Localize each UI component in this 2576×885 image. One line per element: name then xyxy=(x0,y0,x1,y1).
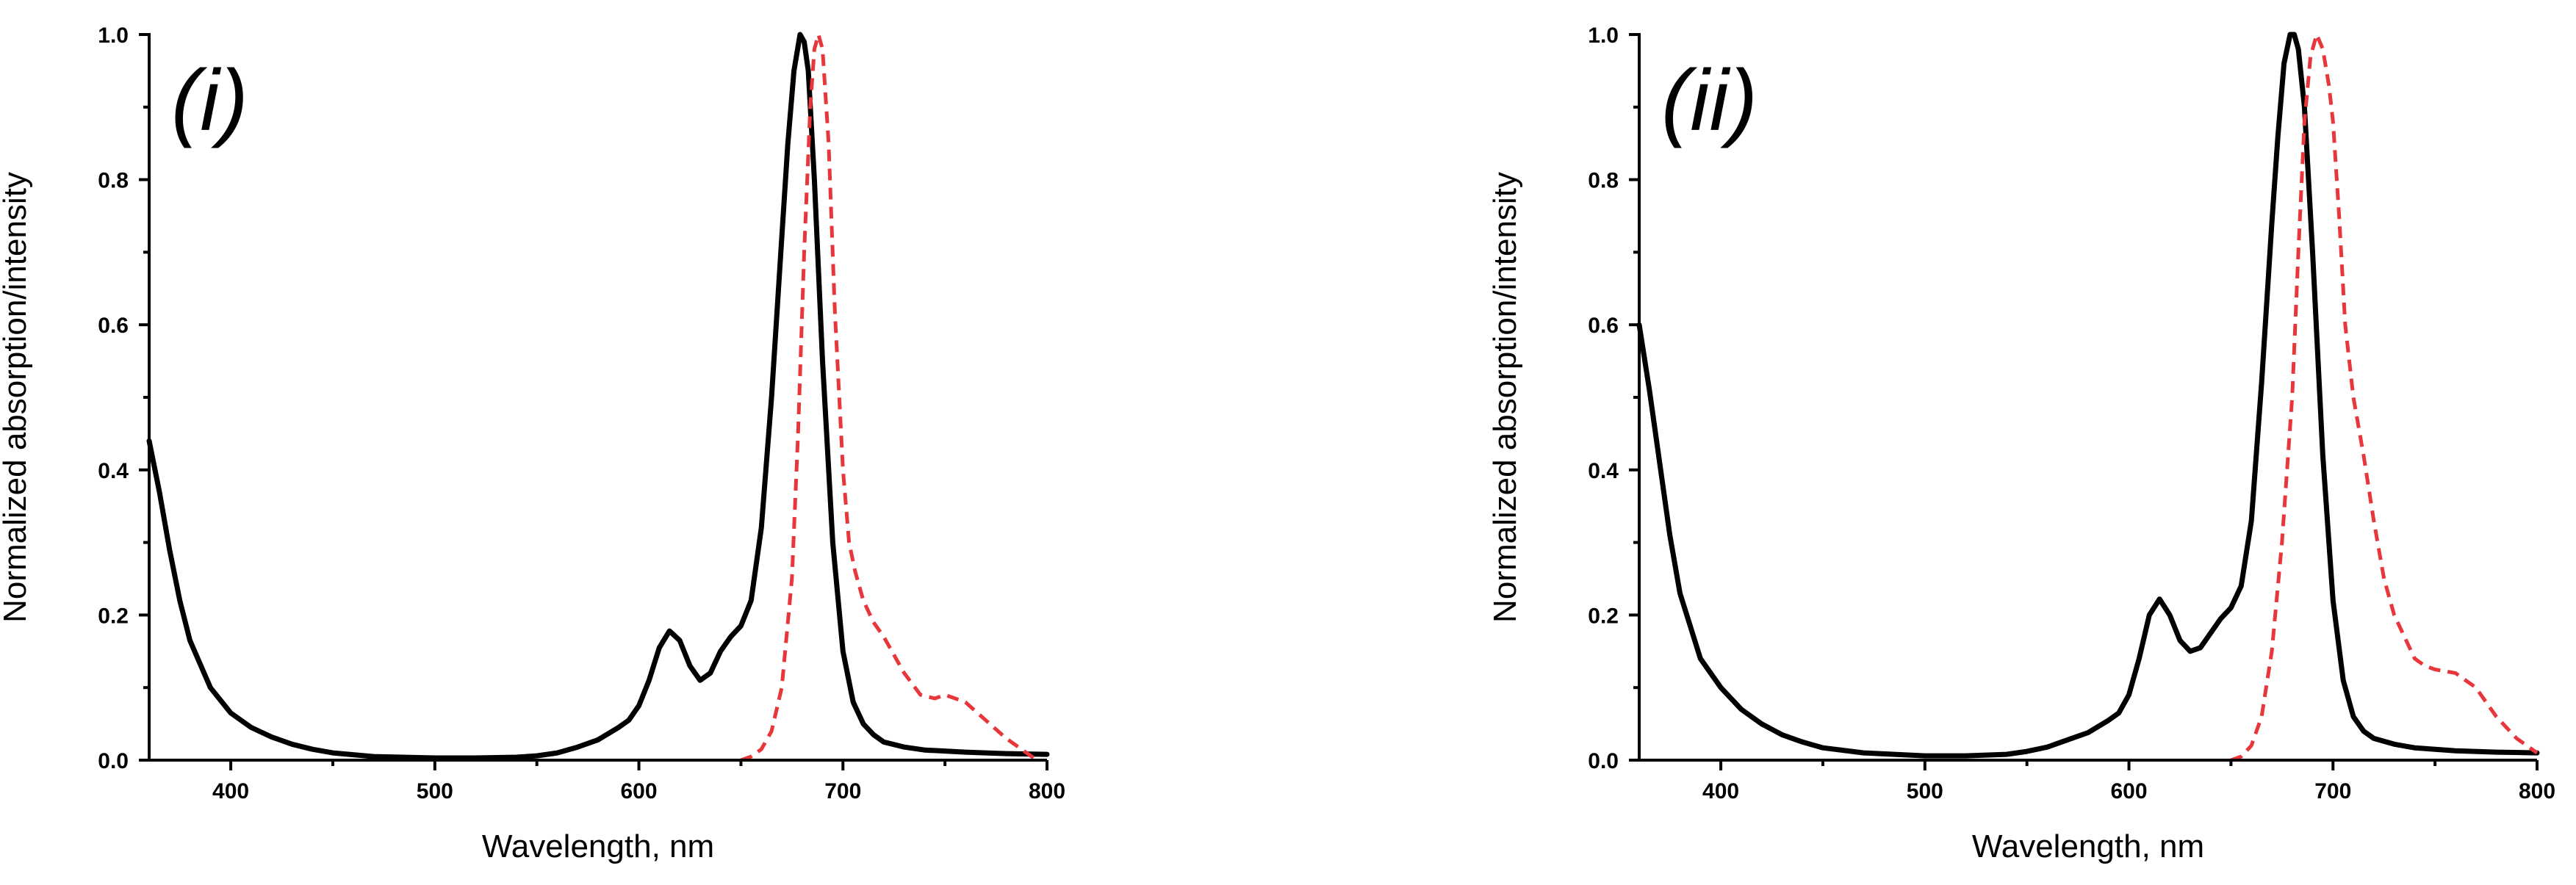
chart-1-emission-line xyxy=(2230,32,2539,762)
chart-1-absorption-line xyxy=(1636,32,2540,759)
chart-1-y-tick-label: 0.0 xyxy=(1588,749,1619,773)
panel-ii: 400 500 600 700 800 0.0 0.2 0.4 0.6 0.8 1.0 Wavelen… xyxy=(1487,24,2555,864)
chart-0-y-tick-label: 0.6 xyxy=(98,314,129,338)
chart-0-y-axis-title: Normalized absorption/intensity xyxy=(0,172,33,623)
chart-0-x-tick-label: 800 xyxy=(1029,779,1065,803)
chart-0-x-tick-label: 700 xyxy=(824,779,861,803)
chart-0-x-tick-label: 500 xyxy=(417,779,453,803)
chart-0-emission-line xyxy=(740,32,1038,762)
chart-1-y-axis-title: Normalized absorption/intensity xyxy=(1487,172,1523,623)
chart-1-x-tick-label: 600 xyxy=(2111,779,2148,803)
chart-0-y-tick-label: 0.2 xyxy=(98,604,129,628)
chart-1-x-tick-label: 800 xyxy=(2519,779,2555,803)
chart-1-y-tick-label: 0.4 xyxy=(1588,459,1619,483)
chart-0-y-tick-label: 0.4 xyxy=(98,459,129,483)
chart-0-x-axis-title: Wavelength, nm xyxy=(482,828,714,864)
chart-1-x-axis-title: Wavelength, nm xyxy=(1972,828,2204,864)
chart-1-x-tick-label: 400 xyxy=(1702,779,1739,803)
chart-0-x-tick-label: 600 xyxy=(621,779,658,803)
chart-1-y-tick-label: 1.0 xyxy=(1588,24,1619,48)
chart-0-y-tick-label: 0.0 xyxy=(98,749,129,773)
chart-1-y-tick-label: 0.6 xyxy=(1588,314,1619,338)
chart-0-y-tick-label: 1.0 xyxy=(98,24,129,48)
chart-1-panel-label: (ii) xyxy=(1661,52,1757,149)
chart-0-y-tick-label: 0.8 xyxy=(98,169,129,193)
chart-0-absorption-line xyxy=(146,32,1050,761)
chart-0-panel-label: (i) xyxy=(171,52,248,149)
panel-i: 400 500 600 700 800 0.0 0.2 0.4 0.6 0.8 1.0 Wavelen… xyxy=(0,24,1065,864)
chart-1-x-tick-label: 700 xyxy=(2314,779,2351,803)
chart-0-x-tick-label: 400 xyxy=(212,779,249,803)
chart-1-y-tick-label: 0.2 xyxy=(1588,604,1619,628)
chart-1-x-tick-label: 500 xyxy=(1907,779,1943,803)
chart-1-y-tick-label: 0.8 xyxy=(1588,169,1619,193)
